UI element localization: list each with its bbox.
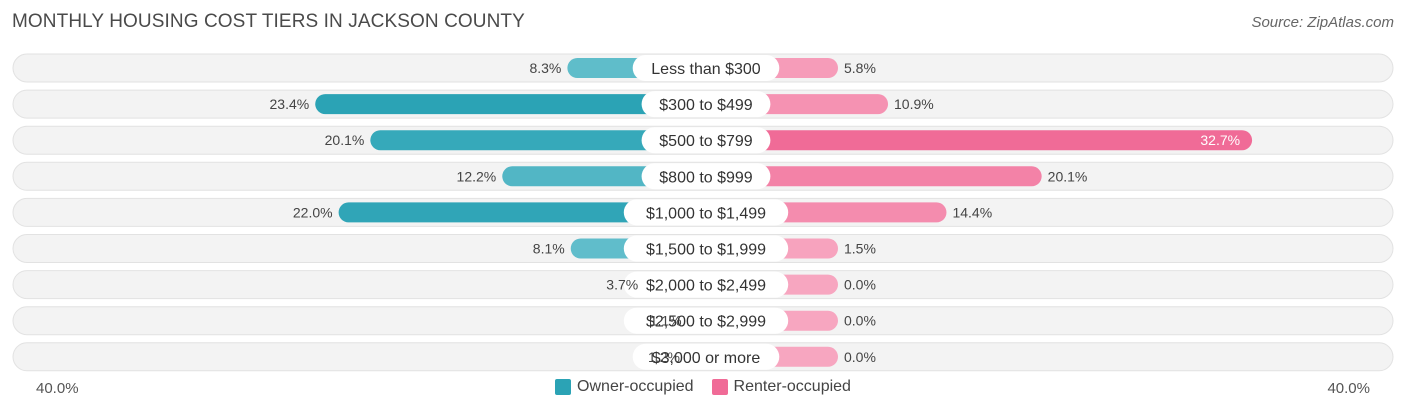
axis-right-label: 40.0%	[1327, 380, 1370, 397]
owner-value-label: 1.1%	[650, 313, 682, 329]
category-label: $300 to $499	[659, 97, 753, 114]
diverging-bar-chart: Less than $300 8.3% 5.8% $300 to $499 23.4% 1…	[12, 53, 1394, 372]
legend-owner: Owner-occupied	[555, 378, 694, 396]
category-label: $2,000 to $2,499	[646, 278, 766, 295]
renter-value-label: 10.9%	[894, 96, 934, 112]
renter-value-label: 32.7%	[1200, 132, 1240, 148]
axis-left-label: 40.0%	[36, 380, 79, 397]
legend-owner-swatch	[555, 379, 572, 395]
category-label: $500 to $799	[659, 133, 753, 150]
renter-value-label: 0.0%	[844, 277, 876, 293]
owner-bar	[338, 202, 706, 223]
legend-renter-swatch	[711, 379, 728, 395]
renter-value-label: 5.8%	[844, 60, 876, 76]
renter-value-label: 0.0%	[844, 349, 876, 365]
owner-value-label: 8.3%	[529, 60, 561, 76]
owner-value-label: 12.2%	[457, 168, 497, 184]
category-label: $3,000 or more	[652, 350, 761, 367]
legend-owner-label: Owner-occupied	[577, 378, 694, 395]
category-pill	[623, 307, 789, 334]
category-pill	[623, 199, 789, 226]
owner-value-label: 23.4%	[270, 96, 310, 112]
legend: Owner-occupied Renter-occupied	[0, 378, 1406, 396]
renter-bar	[706, 130, 1253, 151]
legend-renter: Renter-occupied	[711, 378, 851, 396]
renter-value-label: 14.4%	[952, 204, 992, 220]
category-pill	[623, 235, 789, 262]
category-label: Less than $300	[651, 61, 761, 78]
category-pill	[623, 271, 789, 298]
renter-bar	[706, 166, 1042, 187]
renter-value-label: 0.0%	[844, 313, 876, 329]
chart-title: MONTHLY HOUSING COST TIERS IN JACKSON CO…	[12, 11, 525, 32]
category-pill	[641, 127, 771, 154]
owner-value-label: 1.2%	[648, 349, 680, 365]
owner-value-label: 20.1%	[325, 132, 365, 148]
owner-bar	[315, 94, 706, 115]
category-pill	[632, 55, 780, 81]
category-pill	[641, 91, 771, 118]
category-label: $2,500 to $2,999	[646, 314, 766, 331]
owner-value-label: 3.7%	[606, 277, 638, 293]
owner-value-label: 8.1%	[533, 241, 565, 257]
renter-value-label: 1.5%	[844, 241, 876, 257]
legend-renter-label: Renter-occupied	[733, 378, 851, 395]
category-label: $800 to $999	[659, 169, 753, 186]
source-credit: Source: ZipAtlas.com	[1251, 14, 1394, 31]
category-label: $1,500 to $1,999	[646, 242, 766, 259]
renter-value-label: 20.1%	[1048, 168, 1088, 184]
owner-bar	[370, 130, 706, 151]
category-pill	[632, 343, 780, 370]
category-label: $1,000 to $1,499	[646, 205, 766, 222]
category-pill	[641, 163, 771, 190]
owner-value-label: 22.0%	[293, 204, 333, 220]
